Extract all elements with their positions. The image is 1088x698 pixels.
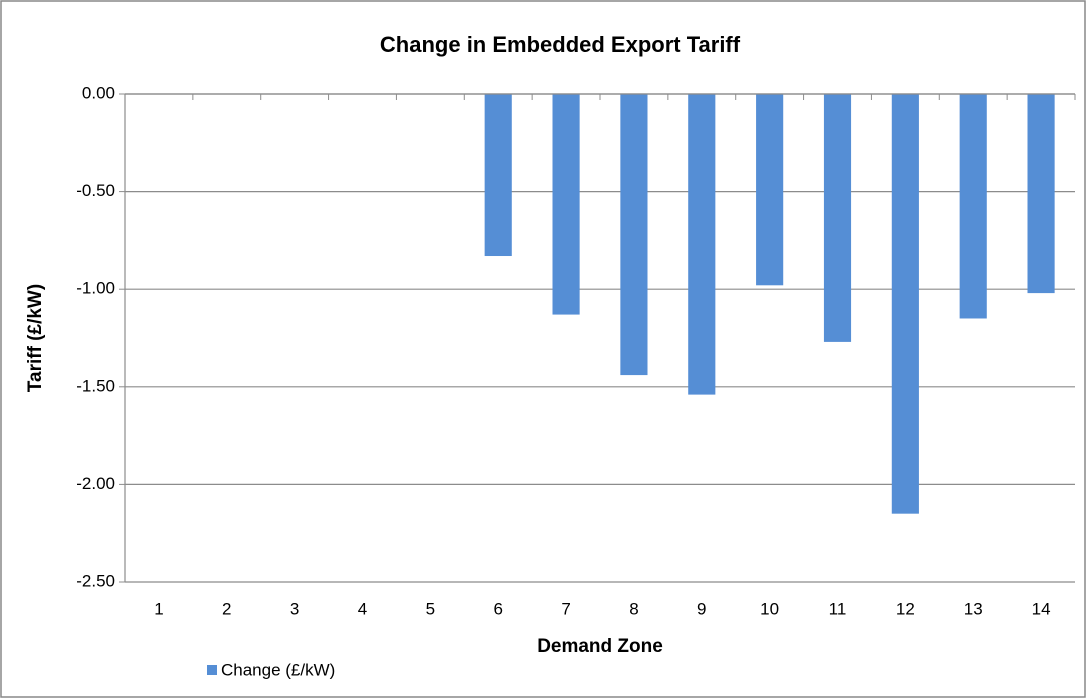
x-tick-label: 10 bbox=[760, 599, 779, 618]
x-tick-label: 9 bbox=[697, 599, 706, 618]
x-tick-label: 2 bbox=[222, 599, 231, 618]
x-tick-label: 12 bbox=[896, 599, 915, 618]
bar bbox=[1027, 94, 1055, 294]
bar bbox=[552, 94, 580, 315]
x-tick-label: 11 bbox=[829, 599, 847, 618]
bar bbox=[823, 94, 852, 342]
y-tick-label: -1.50 bbox=[76, 376, 115, 395]
y-tick-label: -2.50 bbox=[76, 571, 115, 590]
x-tick-label: 8 bbox=[629, 599, 638, 618]
x-tick-label: 13 bbox=[964, 599, 983, 618]
bar bbox=[891, 94, 919, 514]
bar bbox=[688, 94, 716, 395]
x-tick-label: 6 bbox=[493, 599, 502, 618]
chart-title: Change in Embedded Export Tariff bbox=[380, 32, 741, 57]
x-tick-label: 1 bbox=[154, 599, 163, 618]
x-tick-label: 14 bbox=[1032, 599, 1051, 618]
y-tick-label: -1.00 bbox=[76, 279, 115, 298]
x-tick-label: 4 bbox=[358, 599, 367, 618]
bar bbox=[484, 94, 512, 257]
bar bbox=[620, 94, 648, 376]
legend-label: Change (£/kW) bbox=[221, 660, 335, 679]
x-tick-label: 5 bbox=[426, 599, 435, 618]
bar bbox=[959, 94, 987, 319]
y-axis-label: Tariff (£/kW) bbox=[25, 284, 46, 392]
y-tick-label: 0.00 bbox=[82, 83, 115, 102]
legend-swatch bbox=[207, 665, 217, 675]
x-tick-label: 7 bbox=[561, 599, 570, 618]
x-axis-label: Demand Zone bbox=[537, 636, 663, 657]
x-tick-label: 3 bbox=[290, 599, 299, 618]
y-tick-label: -2.00 bbox=[76, 474, 115, 493]
y-tick-label: -0.50 bbox=[76, 181, 115, 200]
bar bbox=[756, 94, 784, 286]
